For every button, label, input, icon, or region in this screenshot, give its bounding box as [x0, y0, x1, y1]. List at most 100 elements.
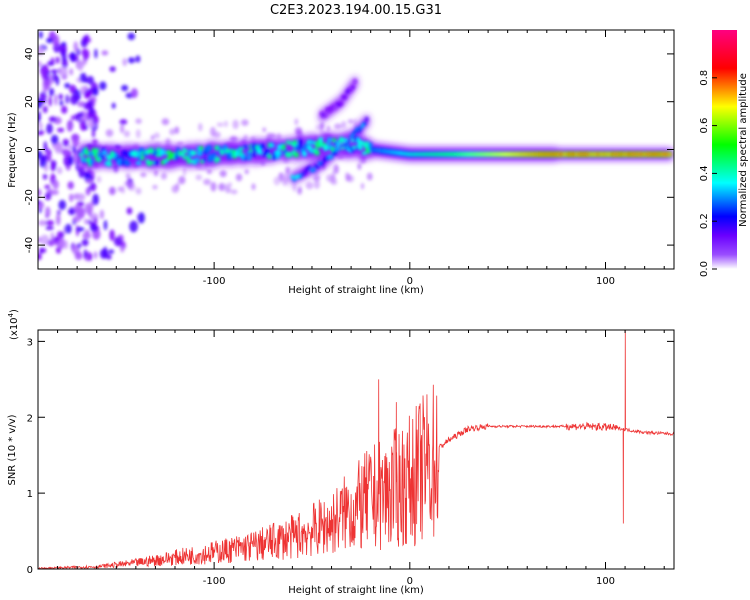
band-core [202, 157, 207, 163]
noise-blob [169, 128, 176, 136]
spectrogram-xtick-label: -100 [203, 276, 226, 287]
band-core [135, 161, 142, 166]
noise-blob [45, 206, 51, 218]
noise-blob [333, 123, 342, 130]
noise-blob [89, 222, 98, 232]
noise-blob [54, 93, 58, 106]
noise-blob [96, 175, 102, 183]
noise-blob [38, 46, 45, 56]
noise-blob [150, 135, 155, 140]
noise-blob [121, 185, 125, 194]
branch-core [357, 128, 361, 133]
noise-blob [82, 35, 88, 44]
snr-scale-close: ) [9, 309, 20, 313]
band-core [193, 150, 197, 156]
band-core [319, 141, 323, 148]
band-core [212, 152, 217, 156]
noise-blob [99, 81, 107, 91]
noise-blob [313, 174, 321, 182]
noise-blob [55, 246, 62, 254]
noise-blob [65, 94, 69, 104]
noise-blob [230, 189, 238, 195]
noise-blob [85, 187, 91, 196]
band-core [277, 144, 282, 151]
noise-blob [84, 202, 94, 215]
noise-blob [203, 178, 211, 186]
snr-ticks: -100 0 100 0 1 2 3 [27, 330, 674, 587]
noise-blob [83, 218, 89, 225]
noise-blob [73, 41, 78, 52]
band-core [116, 155, 121, 160]
snr-ytick-label: 0 [27, 565, 33, 576]
noise-blob [38, 220, 48, 226]
band-core [100, 155, 105, 160]
noise-blob [55, 56, 60, 64]
noise-blob [77, 193, 86, 201]
noise-blob [48, 116, 57, 123]
branch-core [316, 164, 320, 170]
noise-blob [38, 98, 43, 109]
band-core [243, 156, 248, 161]
noise-blob [52, 34, 60, 47]
branch-core [339, 101, 343, 106]
band-core [165, 149, 172, 155]
snr-plot-area [38, 330, 674, 569]
colorbar-tick-label: 0.8 [699, 70, 710, 86]
noise-blob [41, 69, 47, 80]
noise-blob [83, 102, 92, 111]
band-core [267, 153, 272, 160]
noise-blob [251, 183, 256, 191]
noise-blob [79, 72, 87, 83]
noise-blob [152, 184, 158, 190]
noise-blob [262, 127, 266, 132]
noise-blob [61, 52, 67, 63]
noise-blob [88, 253, 92, 261]
noise-blob [85, 178, 93, 184]
branch-core [353, 129, 357, 135]
snr-ytick-label: 1 [27, 489, 33, 500]
noise-blob [72, 145, 76, 153]
noise-blob [70, 115, 75, 121]
spectrogram-ytick-label: -20 [24, 189, 35, 205]
band-core [352, 145, 357, 150]
noise-blob [176, 141, 184, 146]
noise-blob [127, 32, 136, 41]
band-core [361, 151, 368, 155]
branch-core [349, 87, 353, 93]
noise-blob [38, 30, 43, 39]
noise-blob [123, 181, 132, 186]
snr-panel: -100 0 100 0 1 2 3 Height of straight line (km… [7, 309, 675, 596]
branch-core [302, 171, 306, 176]
noise-blob [106, 254, 112, 260]
band-core [313, 141, 317, 145]
noise-blob [129, 220, 138, 233]
band-core [120, 156, 125, 161]
branch-core [365, 117, 369, 122]
noise-blob [92, 115, 99, 125]
band-core [365, 140, 370, 147]
noise-blob [161, 118, 170, 126]
noise-blob [68, 144, 72, 150]
noise-blob [58, 199, 67, 211]
band-core [214, 145, 220, 151]
noise-blob [58, 93, 63, 100]
noise-blob [39, 91, 47, 101]
noise-blob [174, 126, 180, 134]
colorbar-ticks: 0.0 0.2 0.4 0.6 0.8 [699, 70, 717, 277]
noise-blob [160, 172, 167, 180]
noise-blob [121, 84, 129, 92]
noise-blob [50, 69, 59, 74]
band-core [79, 152, 84, 157]
snr-scale-exp: 4 [7, 312, 15, 317]
noise-blob [135, 118, 142, 124]
noise-blob [216, 122, 224, 127]
noise-blob [67, 181, 74, 190]
noise-blob [42, 105, 48, 114]
noise-blob [89, 182, 97, 192]
noise-blob [45, 220, 55, 226]
noise-blob [285, 166, 291, 175]
noise-blob [73, 113, 81, 121]
noise-blob [59, 100, 64, 106]
spectrogram-ytick-label: -40 [24, 237, 35, 253]
snr-scale-note: (x104) [7, 309, 20, 340]
